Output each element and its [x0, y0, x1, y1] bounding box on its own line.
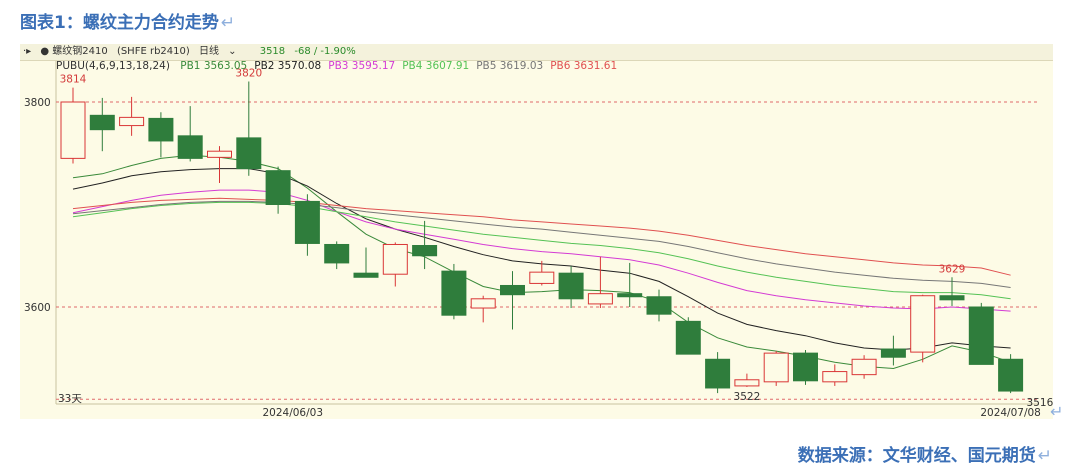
pb-legend-4: PB4 3607.91 — [402, 60, 470, 72]
candle-body-19 — [587, 293, 613, 305]
candle-body-8 — [265, 170, 291, 206]
price-change: -68 / -1.90% — [294, 46, 356, 57]
chart-header-bar: ·▸ ● 螺纹钢2410 (SHFE rb2410) 日线 ⌄ 3518 -68… — [20, 44, 1053, 61]
candle-body-24 — [734, 379, 760, 387]
candle-body-26 — [793, 352, 818, 382]
candle-body-12 — [382, 243, 408, 275]
period-label: 33天 — [58, 393, 82, 405]
candle-body-7 — [236, 137, 262, 170]
candle-body-2 — [89, 114, 115, 131]
candle-body-17 — [529, 271, 555, 284]
candle-body-21 — [646, 296, 672, 315]
candle-body-25 — [763, 352, 789, 383]
candle-body-31 — [939, 295, 965, 301]
ma-line-PB5 — [72, 200, 1011, 288]
y-tick-label-2: 3600 — [24, 302, 51, 314]
instrument-name[interactable]: ● 螺纹钢2410 — [40, 46, 108, 57]
candle-body-4 — [148, 117, 174, 142]
candle-body-16 — [500, 284, 525, 296]
candle-body-23 — [705, 358, 731, 389]
pb-legend-3: PB3 3595.17 — [328, 60, 396, 72]
indicator-name: PUBU(4,6,9,13,18,24) — [56, 60, 170, 72]
candle-body-22 — [675, 320, 701, 355]
price-annotation-4: 3629 — [939, 263, 966, 275]
paragraph-mark-icon: ↵ — [1037, 446, 1052, 466]
x-tick-label-1: 2024/06/03 — [262, 407, 323, 419]
price-annotation-5: 3516 — [1027, 397, 1053, 409]
candle-body-14 — [441, 270, 467, 316]
indicator-legend: PUBU(4,6,9,13,18,24) PB1 3563.05 PB2 3570… — [56, 59, 631, 73]
x-tick-label-2: 2024/07/08 — [980, 407, 1041, 419]
candle-body-28 — [851, 358, 877, 376]
candle-body-11 — [353, 272, 379, 278]
ma-line-PB3 — [72, 189, 1011, 312]
candle-body-20 — [617, 293, 643, 298]
pb-legend-5: PB5 3619.03 — [476, 60, 544, 72]
expand-icon[interactable]: ·▸ — [23, 46, 32, 57]
data-source-text: 数据来源：文华财经、国元期货 — [797, 446, 1036, 466]
ma-line-PB6 — [72, 197, 1011, 276]
candle-body-15 — [470, 298, 496, 309]
pb-legend-1: PB1 3563.05 — [180, 60, 248, 72]
candle-body-5 — [177, 135, 203, 159]
pb-legend-6: PB6 3631.61 — [550, 60, 618, 72]
candlestick-chart: 3800 3600 3814 3820 3522 3629 3516 33天 2024/06/0… — [24, 60, 1053, 419]
figure-title: 图表1：螺纹主力合约走势 ↵ — [20, 8, 235, 33]
candle-body-33 — [998, 358, 1024, 392]
candle-body-6 — [207, 150, 232, 158]
price-annotation-1: 3814 — [60, 74, 87, 86]
candle-body-32 — [968, 306, 994, 365]
period-label: 日线 — [198, 46, 219, 57]
candle-body-13 — [412, 245, 438, 257]
y-tick-label-1: 3800 — [24, 97, 51, 109]
candle-body-9 — [294, 200, 320, 244]
candle-body-1 — [60, 101, 86, 159]
figure-title-text: 图表1：螺纹主力合约走势 — [20, 13, 219, 33]
ma-line-PB2 — [72, 168, 1011, 351]
data-source: 数据来源：文华财经、国元期货 ↵ — [798, 441, 1052, 466]
candle-body-10 — [324, 243, 350, 264]
candle-body-30 — [910, 295, 936, 353]
return-arrow-icon: ↵ — [1050, 402, 1064, 421]
pb-legend-2: PB2 3570.08 — [254, 60, 322, 72]
chevron-down-icon: ⌄ — [224, 46, 237, 57]
price-annotation-3: 3522 — [734, 391, 761, 403]
period-selector[interactable]: 日线 ⌄ — [199, 46, 243, 57]
chart-panel: 3800 3600 3814 3820 3522 3629 3516 33天 2024/06/0… — [20, 44, 1053, 419]
candle-body-3 — [119, 116, 145, 127]
ma-line-PB4 — [72, 201, 1011, 300]
paragraph-mark-icon: ↵ — [220, 13, 236, 33]
contract-code: (SHFE rb2410) — [116, 46, 190, 57]
candle-body-29 — [880, 348, 906, 358]
last-price: 3518 — [259, 46, 286, 57]
price-annotation-2: 3820 — [235, 68, 262, 80]
candle-body-18 — [558, 272, 584, 300]
candle-body-27 — [822, 371, 848, 383]
